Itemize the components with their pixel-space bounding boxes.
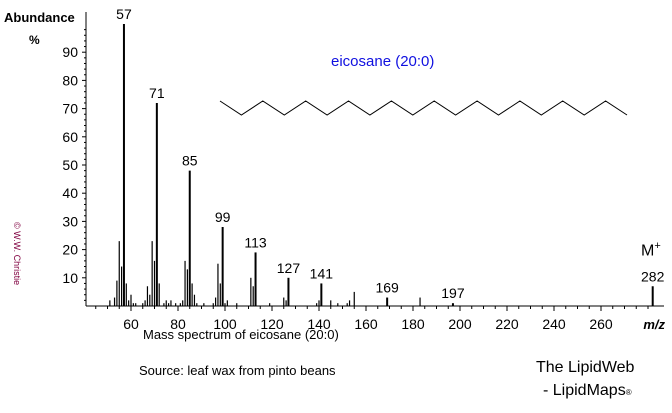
peak-label-113: 113 [244,234,267,250]
x-tick-label: 220 [495,316,519,332]
x-tick-label: 180 [401,316,425,332]
x-tick-label: 140 [307,316,331,332]
peak-label-169: 169 [375,280,399,296]
y-axis-label: Abundance [4,10,75,25]
molecular-ion-label: M+ [641,240,661,260]
x-tick-label: 100 [213,316,237,332]
brand-lipidmaps-text: - LipidMaps [543,382,626,399]
source-note: Source: leaf wax from pinto beans [139,363,336,378]
y-tick-label: 90 [62,44,78,60]
peak-label-127: 127 [277,260,301,276]
y-axis-unit: % [29,33,40,47]
x-tick-label: 240 [542,316,566,332]
peak-label-141: 141 [310,265,334,281]
y-tick-label: 80 [62,72,78,88]
peak-label-57: 57 [116,6,132,22]
y-tick-label: 20 [62,242,78,258]
molecular-ion-symbol: M [641,242,655,260]
x-axis-label: m/z [643,317,665,332]
caption: Mass spectrum of eicosane (20:0) [143,327,339,342]
peak-label-85: 85 [182,153,198,169]
y-tick-label: 50 [62,157,78,173]
eicosane-structure [219,100,628,116]
y-tick-label: 60 [62,129,78,145]
chart-title: eicosane (20:0) [331,53,435,70]
x-tick-label: 160 [354,316,378,332]
registered-mark: ® [625,388,632,397]
x-tick-label: 200 [448,316,472,332]
peak-label-71: 71 [149,85,165,101]
copyright-text: © W.W. Christie [12,222,22,286]
x-tick-label: 260 [589,316,613,332]
y-tick-label: 30 [62,213,78,229]
y-tick-label: 70 [62,101,78,117]
peak-label-282: 282 [641,268,665,284]
x-tick-label: 60 [123,316,139,332]
peak-label-99: 99 [215,209,231,225]
x-tick-label: 120 [260,316,284,332]
y-tick-label: 10 [62,270,78,286]
brand-lipidweb: The LipidWeb [536,359,635,376]
molecular-ion-charge: + [654,240,661,252]
brand-lipidmaps: - LipidMaps® [543,382,632,400]
x-tick-label: 80 [170,316,186,332]
y-tick-label: 40 [62,185,78,201]
peak-label-197: 197 [441,285,465,301]
